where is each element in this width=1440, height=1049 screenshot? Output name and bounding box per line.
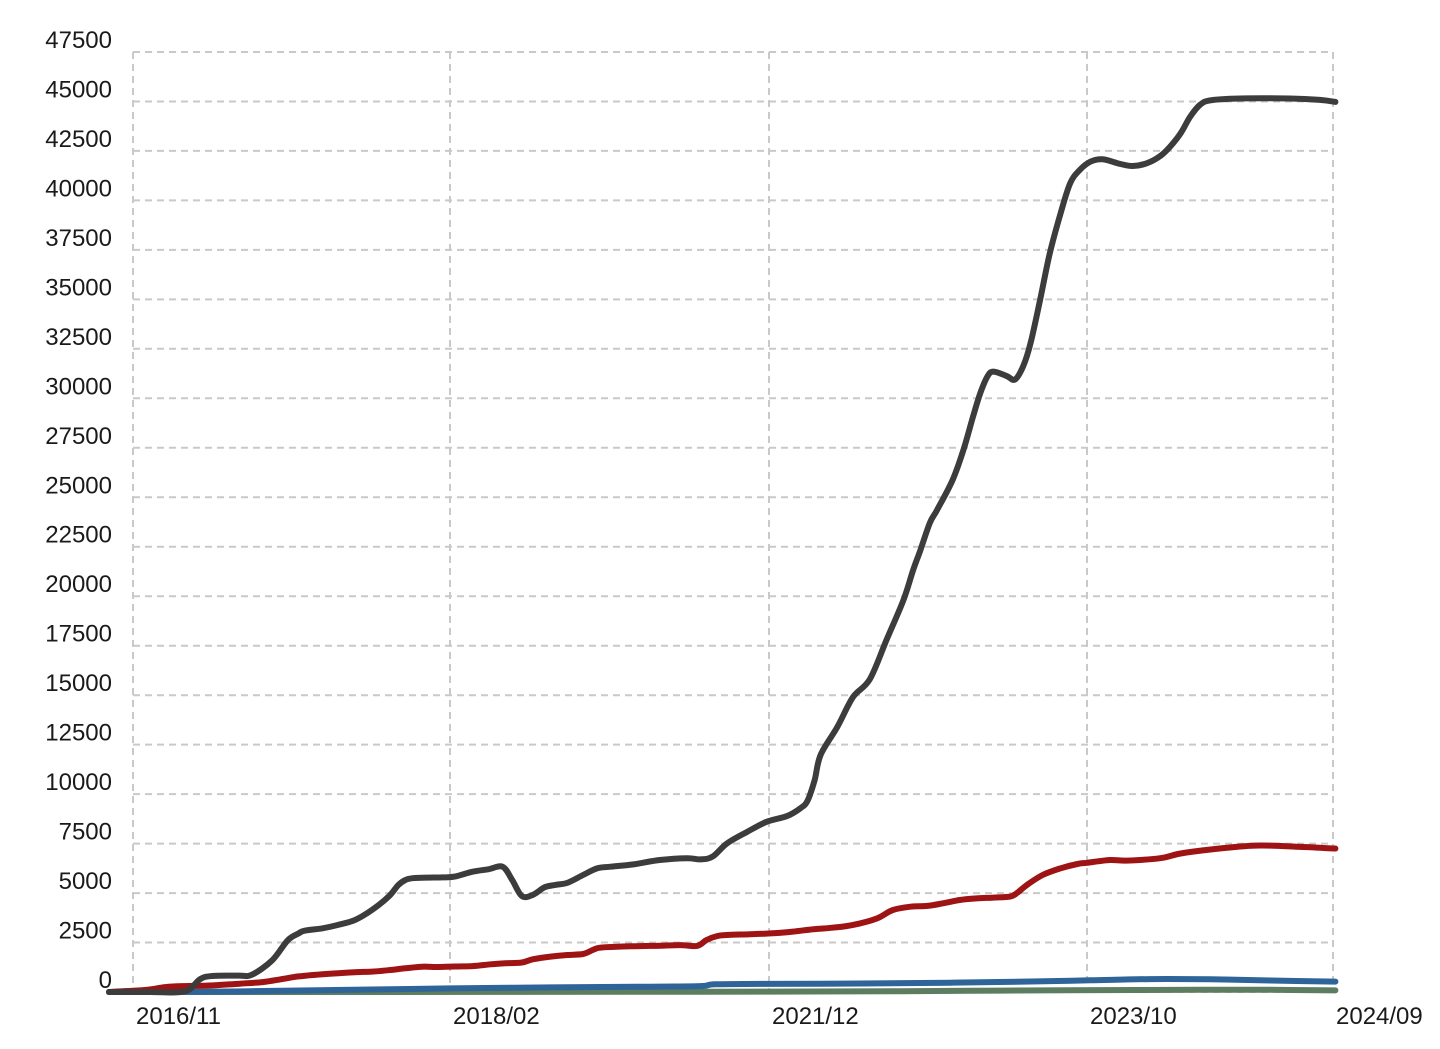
y-tick-label: 30000 — [45, 373, 112, 400]
y-tick-label: 40000 — [45, 175, 112, 202]
x-tick-label: 2018/02 — [453, 1003, 540, 1030]
y-tick-label: 32500 — [45, 324, 112, 351]
series-line-steel-blue — [106, 976, 1339, 995]
y-tick-label: 2500 — [59, 918, 112, 945]
y-tick-label: 35000 — [45, 274, 112, 301]
series-line-dark-gray — [106, 95, 1339, 996]
x-axis-labels: 2016/11 2018/02 2021/12 2023/10 2024/09 — [136, 1003, 1423, 1030]
y-axis-labels: 0 2500 5000 7500 10000 12500 15000 17500 20000 22… — [45, 27, 112, 994]
y-tick-label: 27500 — [45, 423, 112, 450]
y-tick-label: 25000 — [45, 472, 112, 499]
x-tick-label: 2023/10 — [1090, 1003, 1177, 1030]
y-tick-label: 7500 — [59, 819, 112, 846]
y-tick-label: 12500 — [45, 720, 112, 747]
y-tick-label: 17500 — [45, 621, 112, 648]
gridlines — [132, 51, 1334, 993]
y-tick-label: 45000 — [45, 77, 112, 104]
y-tick-label: 5000 — [59, 868, 112, 895]
x-tick-label: 2021/12 — [772, 1003, 859, 1030]
series-line-dark-red — [106, 842, 1339, 995]
y-tick-label: 10000 — [45, 769, 112, 796]
x-tick-label: 2016/11 — [136, 1003, 221, 1030]
series-line-sage-green — [106, 986, 1339, 995]
y-tick-label: 42500 — [45, 126, 112, 153]
x-tick-label: 2024/09 — [1336, 1003, 1423, 1030]
y-tick-label: 0 — [99, 967, 112, 994]
y-tick-label: 47500 — [45, 27, 112, 54]
y-tick-label: 37500 — [45, 225, 112, 252]
y-tick-label: 22500 — [45, 522, 112, 549]
y-tick-label: 15000 — [45, 670, 112, 697]
y-tick-label: 20000 — [45, 571, 112, 598]
